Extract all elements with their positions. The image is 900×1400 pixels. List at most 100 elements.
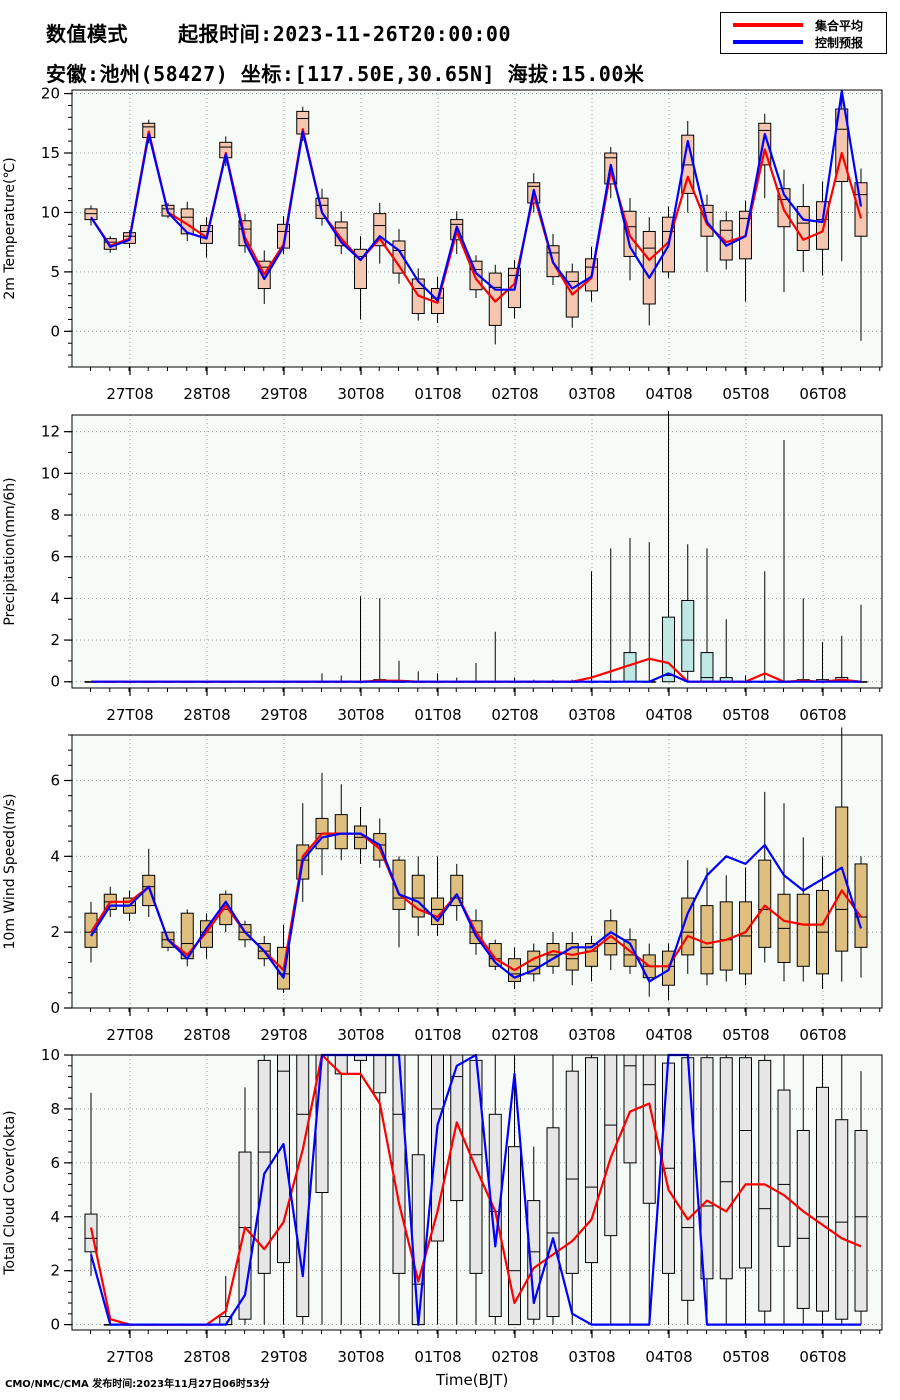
wind-box [758,859,772,948]
wind-x-tick-label: 04T08 [645,1026,692,1044]
temp-y-tick-label: 15 [41,144,60,162]
x-axis-title: Time(BJT) [436,1371,509,1389]
temp-y-tick-label: 5 [50,263,60,281]
wind-x-tick-label: 03T08 [568,1026,615,1044]
cloud-y-tick-label: 4 [50,1208,60,1226]
wind-box [604,920,618,956]
cloud-line-mean [89,1053,862,1326]
cloud-x-tick-label: 04T08 [645,1348,692,1366]
precip-plot-area [72,415,882,688]
precip-x-tick-label: 01T08 [414,706,461,724]
cloud-x-tick-label: 02T08 [491,1348,538,1366]
precip-y-tick-label: 4 [50,589,60,607]
wind-box [739,901,752,975]
cloud-x-tick-label: 05T08 [722,1348,769,1366]
cloud-box [777,1089,791,1247]
wind-x-tick-label: 01T08 [414,1026,461,1044]
cloud-x-tick-label: 27T08 [106,1348,153,1366]
precip-x-tick-label: 28T08 [183,706,230,724]
cloud-box [508,1146,521,1326]
cloud-y-tick-label: 6 [50,1154,60,1172]
cloud-box [854,1129,868,1312]
wind-box [719,901,733,971]
wind-x-tick-label: 06T08 [799,1026,846,1044]
cloud-box [758,1059,772,1312]
wind-box [796,893,810,967]
precip-x-tick-label: 29T08 [260,706,307,724]
temp-box [84,208,98,221]
wind-x-tick-label: 28T08 [183,1026,230,1044]
temp-x-tick-label: 06T08 [799,385,846,403]
cloud-box [546,1127,560,1318]
precip-y-tick-label: 8 [50,506,60,524]
cloud-box [411,1154,425,1326]
temp-x-tick-label: 28T08 [183,385,230,403]
cloud-box [373,1054,387,1094]
temp-frame [71,89,883,368]
precip-y-tick-label: 12 [41,423,60,441]
cloud-box [816,1086,829,1312]
wind-line-control [90,832,863,983]
coord-label: 坐标:[117.50E,30.65N] [240,62,496,86]
cloud-box [700,1057,714,1280]
cloud-box [796,1129,810,1309]
precip-y-axis-label: Precipitation(mm/6h) [2,477,18,625]
temp-y-tick-label: 20 [41,85,60,103]
cloud-box [719,1057,733,1280]
cloud-x-tick-label: 01T08 [414,1348,461,1366]
wind-y-tick-label: 4 [50,847,60,865]
temp-box [354,248,367,290]
wind-y-axis-label: 10m Wind Speed(m/s) [2,794,18,950]
temp-box [854,182,868,237]
cloud-y-tick-label: 8 [50,1100,60,1118]
footer-source: CMO/NMC/CMA 发布时间:2023年11月27日06时53分 [5,1379,270,1390]
cloud-x-tick-label: 30T08 [337,1348,384,1366]
wind-x-tick-label: 29T08 [260,1026,307,1044]
cloud-x-tick-label: 03T08 [568,1348,615,1366]
temp-x-tick-label: 29T08 [260,385,307,403]
precip-x-tick-label: 27T08 [106,706,153,724]
cloud-box [257,1059,271,1274]
cloud-y-tick-label: 0 [50,1316,60,1334]
precip-line-control [91,672,861,683]
temp-box [816,201,829,250]
legend-label-mean: 集合平均 [815,19,864,33]
temp-x-tick-label: 30T08 [337,385,384,403]
cloud-x-tick-label: 29T08 [260,1348,307,1366]
cloud-box [565,1070,579,1274]
precip-y-tick-label: 0 [50,673,60,691]
wind-box [700,905,714,975]
temp-line-control [90,90,863,302]
cloud-y-tick-label: 2 [50,1262,60,1280]
cloud-box [296,1054,310,1318]
cloud-box [585,1057,598,1264]
wind-box [334,814,348,850]
wind-box [835,806,849,952]
legend-swatch-control [733,40,803,44]
wind-y-tick-label: 6 [50,772,60,790]
temp-x-tick-label: 03T08 [568,385,615,403]
wind-line-mean [90,832,862,972]
cloud-box [277,1054,290,1264]
legend: 集合平均 控制预报 [720,12,887,54]
temp-x-tick-label: 04T08 [645,385,692,403]
cloud-y-axis-label: Total Cloud Cover(okta) [2,1110,18,1275]
temp-x-tick-label: 05T08 [722,385,769,403]
temp-x-tick-label: 01T08 [414,385,461,403]
wind-x-tick-label: 05T08 [722,1026,769,1044]
cloud-box [642,1054,656,1204]
header-line-1: 数值模式 起报时间:2023-11-26T20:00:00 [46,18,511,47]
cloud-frame [71,1054,883,1331]
cloud-box [681,1057,695,1301]
temp-x-tick-label: 27T08 [106,385,153,403]
temp-y-axis-label: 2m Temperature(℃) [2,157,18,299]
precip-x-tick-label: 04T08 [645,706,692,724]
temp-x-tick-label: 02T08 [491,385,538,403]
cloud-x-tick-label: 06T08 [799,1348,846,1366]
legend-label-control: 控制预报 [815,36,864,50]
wind-y-tick-label: 0 [50,999,60,1017]
model-label: 数值模式 [46,22,128,46]
precip-x-tick-label: 03T08 [568,706,615,724]
temp-y-tick-label: 10 [41,203,60,221]
